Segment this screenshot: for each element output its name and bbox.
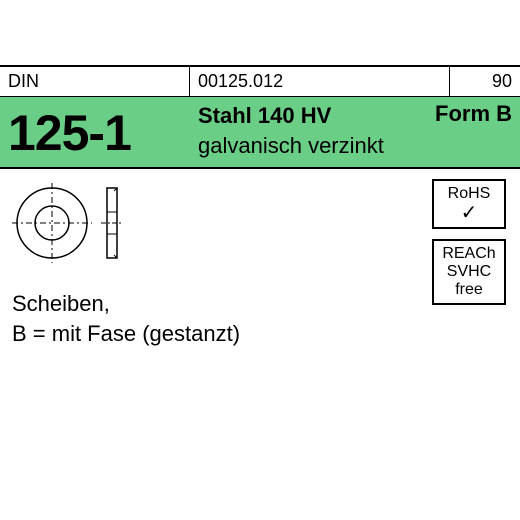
washer-icon bbox=[12, 181, 142, 271]
product-code: 00125.012 bbox=[190, 67, 450, 96]
content-wrapper: DIN 00125.012 90 125-1 Stahl 140 HV galv… bbox=[0, 65, 520, 409]
material-line1: Stahl 140 HV bbox=[198, 101, 402, 131]
standard-label: DIN bbox=[0, 67, 190, 96]
standard-number: 125-1 bbox=[0, 97, 190, 167]
rohs-badge: RoHS ✓ bbox=[432, 179, 506, 229]
product-spec-card: DIN 00125.012 90 125-1 Stahl 140 HV galv… bbox=[0, 0, 520, 520]
reach-line3: free bbox=[436, 281, 502, 299]
description-line1: Scheiben, bbox=[12, 289, 240, 319]
material-line2: galvanisch verzinkt bbox=[198, 131, 402, 161]
compliance-badges: RoHS ✓ REACh SVHC free bbox=[432, 179, 506, 315]
revision-number: 90 bbox=[450, 67, 520, 96]
body-area: Scheiben, B = mit Fase (gestanzt) RoHS ✓… bbox=[0, 169, 520, 409]
header-row: DIN 00125.012 90 bbox=[0, 65, 520, 97]
reach-line1: REACh bbox=[436, 245, 502, 263]
description-line2: B = mit Fase (gestanzt) bbox=[12, 319, 240, 349]
reach-line2: SVHC bbox=[436, 263, 502, 281]
form-label: Form B bbox=[410, 97, 520, 167]
rohs-label: RoHS bbox=[436, 185, 502, 203]
title-row: 125-1 Stahl 140 HV galvanisch verzinkt F… bbox=[0, 97, 520, 169]
washer-drawing bbox=[12, 181, 142, 276]
description-block: Scheiben, B = mit Fase (gestanzt) bbox=[12, 289, 240, 349]
check-icon: ✓ bbox=[436, 203, 502, 223]
reach-badge: REACh SVHC free bbox=[432, 239, 506, 305]
material-cell: Stahl 140 HV galvanisch verzinkt bbox=[190, 97, 410, 167]
